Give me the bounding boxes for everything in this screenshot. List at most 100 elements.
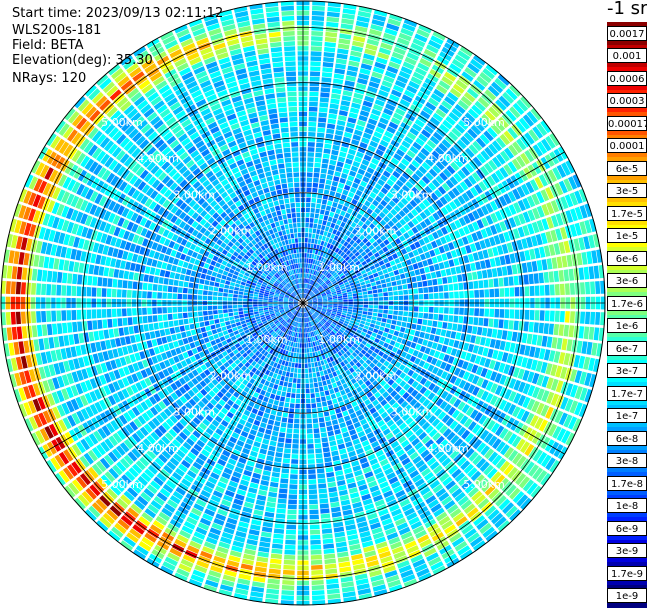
range-gate <box>335 63 346 69</box>
range-gate <box>228 329 233 334</box>
range-gate <box>352 290 357 293</box>
range-gate <box>388 310 393 314</box>
range-gate <box>257 552 269 558</box>
range-gate <box>589 266 595 279</box>
range-gate <box>374 298 379 301</box>
range-gate <box>392 265 398 271</box>
range-gate <box>343 383 349 389</box>
range-gate <box>336 434 343 440</box>
range-gate <box>309 233 312 238</box>
range-gate <box>327 201 333 206</box>
range-gate <box>390 276 395 281</box>
range-gate <box>295 358 298 363</box>
range-gate <box>308 238 311 243</box>
range-gate <box>337 161 344 167</box>
range-gate <box>284 402 289 407</box>
range-gate <box>381 322 386 327</box>
range-gate <box>328 487 337 493</box>
range-gate <box>340 379 345 385</box>
range-gate <box>324 559 336 565</box>
range-gate <box>348 307 353 310</box>
range-gate <box>305 243 308 248</box>
range-gate <box>319 422 325 427</box>
range-gate <box>373 313 378 317</box>
range-gate <box>357 313 362 316</box>
range-gate <box>284 550 295 555</box>
range-gate <box>402 284 407 289</box>
range-gate <box>328 114 337 120</box>
range-gate <box>271 378 276 383</box>
range-gate <box>283 366 287 371</box>
range-gate <box>232 327 237 332</box>
range-gate <box>468 282 473 290</box>
range-gate <box>290 469 298 474</box>
range-gate <box>375 277 380 282</box>
range-gate <box>428 314 433 320</box>
range-gate <box>561 256 567 268</box>
range-gate <box>415 256 421 263</box>
range-gate <box>258 427 265 433</box>
range-gate <box>449 292 454 299</box>
range-gate <box>360 282 365 286</box>
range-gate <box>326 134 334 140</box>
range-gate <box>338 298 343 300</box>
range-gate <box>262 417 268 423</box>
range-gate <box>337 188 343 194</box>
range-gate <box>292 383 296 388</box>
range-gate <box>308 358 311 363</box>
range-gate <box>285 361 289 366</box>
range-gate <box>414 306 419 311</box>
range-gate <box>313 418 319 423</box>
range-gate <box>434 264 440 271</box>
range-gate <box>318 117 326 122</box>
range-gate <box>312 413 317 418</box>
range-gate <box>328 482 337 488</box>
range-gate <box>319 184 325 189</box>
range-gate <box>323 544 334 550</box>
range-gate <box>394 270 400 275</box>
range-gate <box>443 315 448 322</box>
range-gate <box>326 579 338 585</box>
range-gate <box>277 375 282 380</box>
range-gate <box>309 484 317 489</box>
range-gate <box>383 310 388 314</box>
range-gate <box>314 428 320 433</box>
range-gate <box>438 314 443 320</box>
range-gate <box>497 330 503 339</box>
range-gate <box>310 515 319 520</box>
range-gate <box>321 396 326 401</box>
range-gate <box>319 387 324 392</box>
range-gate <box>338 226 343 232</box>
range-gate <box>289 484 297 489</box>
range-gate <box>433 286 438 292</box>
range-gate <box>293 353 296 358</box>
range-gate <box>321 87 331 92</box>
range-gate <box>295 404 300 409</box>
range-gate <box>477 271 483 279</box>
range-gate <box>313 178 319 183</box>
range-gate <box>442 277 447 284</box>
range-gate <box>194 341 200 347</box>
range-gate <box>418 313 423 319</box>
range-gate <box>309 479 317 484</box>
range-gate <box>309 368 312 373</box>
range-gate <box>321 241 325 246</box>
range-gate <box>311 208 315 213</box>
range-gate <box>338 306 343 308</box>
range-gate <box>314 362 318 367</box>
range-gate <box>381 265 387 270</box>
range-gate <box>277 411 283 416</box>
range-gate <box>281 376 285 381</box>
range-gate <box>276 447 283 452</box>
range-gate <box>403 290 408 295</box>
range-gate <box>473 281 478 289</box>
range-gate <box>412 283 417 289</box>
range-gate <box>280 396 285 401</box>
range-gate <box>183 338 189 344</box>
range-gate <box>388 315 393 319</box>
range-gate <box>341 427 348 433</box>
range-gate <box>552 337 558 349</box>
range-gate <box>322 77 332 83</box>
range-gate <box>280 483 288 488</box>
range-gate <box>339 38 351 44</box>
